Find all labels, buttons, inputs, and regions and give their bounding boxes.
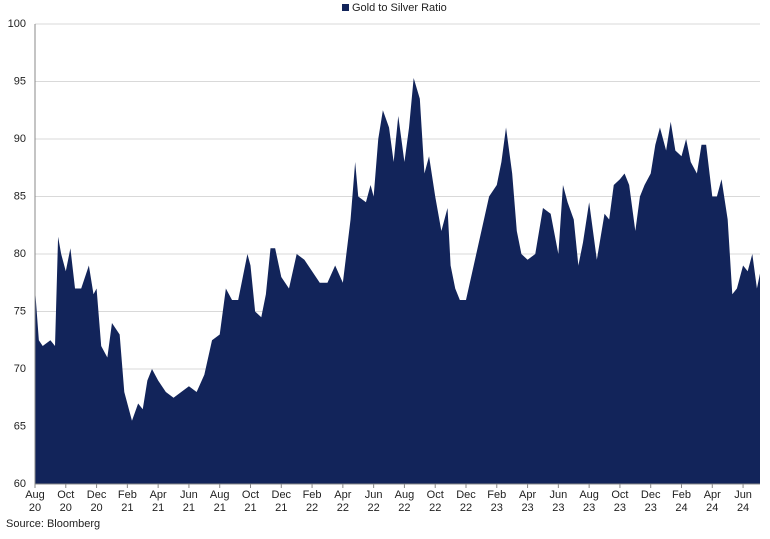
y-tick-label: 90 xyxy=(14,133,26,145)
legend-label: Gold to Silver Ratio xyxy=(352,2,447,14)
x-tick-label: Oct 23 xyxy=(611,489,629,514)
y-tick-label: 85 xyxy=(14,190,26,202)
x-tick-label: Oct 22 xyxy=(426,489,444,514)
y-tick-label: 60 xyxy=(14,478,26,490)
x-tick-label: Aug 22 xyxy=(394,489,415,514)
y-tick-label: 80 xyxy=(14,248,26,260)
x-tick-label: Oct 21 xyxy=(241,489,260,514)
x-tick-label: Dec 23 xyxy=(640,489,661,514)
y-tick-label: 75 xyxy=(14,305,26,317)
x-tick-label: Jun 23 xyxy=(549,489,568,514)
x-tick-label: Jun 21 xyxy=(180,489,198,514)
x-tick-label: Aug 23 xyxy=(579,489,599,514)
x-tick-label: Aug 21 xyxy=(209,489,230,514)
x-tick-label: Apr 23 xyxy=(519,489,537,514)
x-tick-label: Dec 22 xyxy=(456,489,476,514)
x-tick-label: Apr 22 xyxy=(334,489,352,514)
x-tick-label: Aug 20 xyxy=(25,489,45,514)
x-tick-label: Feb 21 xyxy=(117,489,137,514)
source-note: Source: Bloomberg xyxy=(6,518,101,530)
area xyxy=(35,78,760,485)
y-tick-label: 100 xyxy=(8,18,26,30)
y-tick-label: 65 xyxy=(14,420,26,432)
x-tick-label: Oct 20 xyxy=(57,489,75,514)
x-tick-label: Feb 22 xyxy=(302,489,322,514)
x-tick-label: Dec 21 xyxy=(271,489,292,514)
x-tick-label: Jun 24 xyxy=(734,489,752,514)
y-tick-label: 70 xyxy=(14,363,26,375)
legend-swatch xyxy=(342,4,349,11)
x-tick-label: Feb 24 xyxy=(672,489,691,514)
x-tick-label: Jun 22 xyxy=(364,489,383,514)
x-tick-label: Apr 24 xyxy=(703,489,721,514)
x-tick-label: Feb 23 xyxy=(487,489,507,514)
x-tick-label: Apr 21 xyxy=(149,489,167,514)
x-tick-label: Dec 20 xyxy=(86,489,107,514)
y-tick-label: 95 xyxy=(14,75,26,87)
